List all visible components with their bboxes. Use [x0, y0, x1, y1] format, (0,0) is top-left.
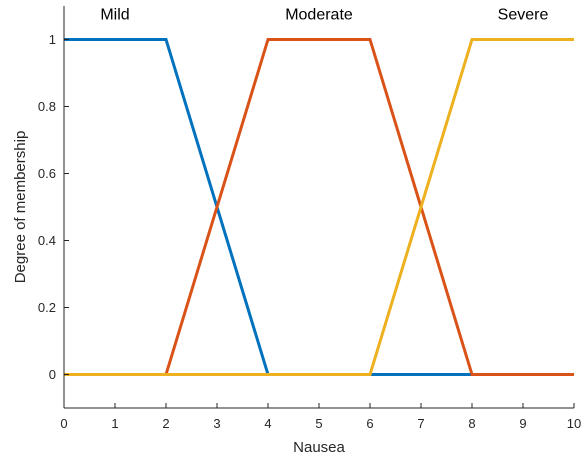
- x-tick-label: 4: [264, 416, 271, 431]
- x-tick-label: 6: [366, 416, 373, 431]
- y-tick-label: 0.2: [38, 300, 56, 315]
- x-tick-label: 3: [213, 416, 220, 431]
- x-tick-label: 7: [417, 416, 424, 431]
- x-tick-label: 10: [567, 416, 581, 431]
- y-axis: 0 0.2 0.4 0.6 0.8 1: [38, 6, 69, 408]
- x-tick-label: 5: [315, 416, 322, 431]
- series-line-severe: [64, 38, 574, 376]
- y-axis-label: Degree of membership: [12, 131, 29, 284]
- y-tick-label: 1: [49, 32, 56, 47]
- x-axis-label: Nausea: [293, 439, 345, 456]
- x-tick-label: 1: [111, 416, 118, 431]
- series-line-mild: [64, 38, 574, 376]
- series-line-moderate: [64, 38, 574, 376]
- x-axis: 0 1 2 3 4 5 6 7 8 9 10: [60, 403, 581, 431]
- plot-area: Mild Moderate Severe: [64, 6, 574, 376]
- series-lines: [64, 38, 574, 376]
- x-tick-label: 0: [60, 416, 67, 431]
- y-tick-label: 0.6: [38, 166, 56, 181]
- y-tick-label: 0: [49, 367, 56, 382]
- y-tick-label: 0.4: [38, 233, 56, 248]
- series-label-moderate: Moderate: [285, 6, 353, 23]
- x-tick-label: 9: [519, 416, 526, 431]
- y-tick-label: 0.8: [38, 99, 56, 114]
- series-label-mild: Mild: [100, 6, 129, 23]
- x-tick-label: 2: [162, 416, 169, 431]
- series-labels: Mild Moderate Severe: [100, 6, 548, 23]
- series-label-severe: Severe: [498, 6, 549, 23]
- x-tick-label: 8: [468, 416, 475, 431]
